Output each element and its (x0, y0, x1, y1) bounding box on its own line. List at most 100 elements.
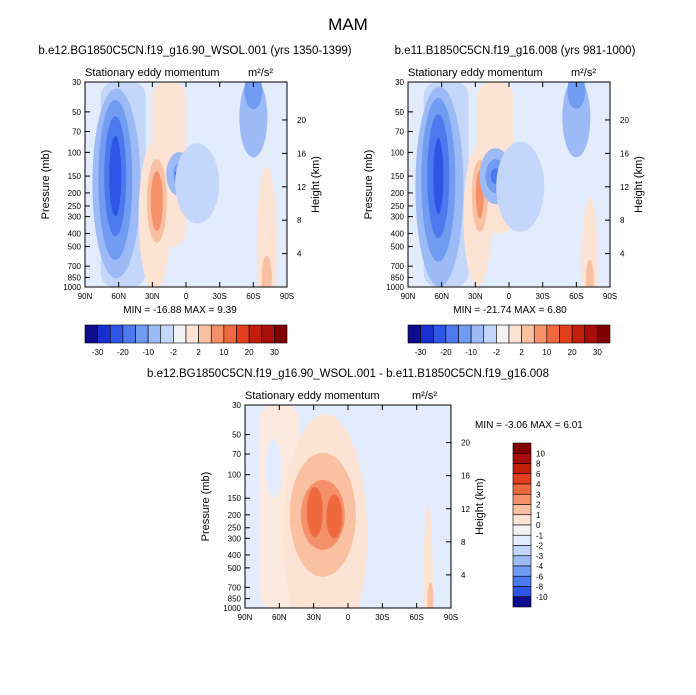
field-contour (427, 582, 434, 608)
x-tick-label: 60N (434, 292, 449, 301)
y-tick-label: 200 (68, 189, 82, 198)
colorbar-box (210, 324, 225, 344)
x-tick-label: 60N (111, 292, 126, 301)
contour-field (245, 405, 451, 608)
x-tick-label: 60S (410, 613, 424, 622)
colorbar-box (508, 324, 522, 344)
colorbar-box (512, 514, 532, 526)
colorbar-box (571, 324, 586, 344)
colorbar-box (533, 324, 548, 344)
colorbar-label: 30 (270, 348, 279, 357)
x-tick-label: 60S (569, 292, 583, 301)
field-contour (585, 259, 594, 287)
field-contour (244, 82, 263, 110)
panel-title: b.e12.BG1850C5CN.f19_g16.90_WSOL.001 - b… (147, 368, 549, 380)
colorbar-box (512, 596, 532, 608)
height-tick-label: 16 (461, 472, 470, 481)
x-tick-label: 30N (468, 292, 483, 301)
colorbar-label: -1 (536, 531, 544, 540)
colorbar-box (512, 504, 532, 516)
x-tick-label: 90S (444, 613, 458, 622)
colorbar-box (512, 473, 532, 485)
colorbar-box (458, 324, 472, 344)
colorbar-label: -10 (536, 593, 548, 602)
field-contour (306, 486, 323, 537)
y-tick-label: 50 (232, 431, 241, 440)
y-tick-label: 400 (228, 551, 242, 560)
y-axis-label-right: Height (km) (474, 478, 486, 535)
y-tick-label: 300 (391, 213, 405, 222)
y-axis-label-right: Height (km) (633, 156, 645, 213)
colorbar-box (198, 324, 212, 344)
colorbar-box (512, 565, 532, 577)
x-tick-label: 90S (603, 292, 617, 301)
y-tick-label: 250 (391, 202, 405, 211)
colorbar-label: -2 (536, 542, 544, 551)
colorbar-box (135, 324, 149, 344)
colorbar-box (470, 324, 485, 344)
field-contour (567, 82, 586, 110)
y-tick-label: 500 (228, 564, 242, 573)
colorbar-box (512, 545, 532, 557)
colorbar-box (432, 324, 447, 344)
y-axis-label-left: Pressure (mb) (200, 472, 212, 542)
panel-title: b.e11.B1850C5CN.f19_g16.008 (yrs 981-100… (395, 45, 636, 57)
units-label: m²/s² (412, 390, 437, 402)
y-tick-label: 30 (232, 401, 241, 410)
colorbar-box (512, 534, 532, 546)
colorbar-box (512, 463, 532, 475)
colorbar-box (261, 324, 275, 344)
field-contour (265, 438, 282, 499)
colorbar-box (496, 324, 510, 344)
colorbar-box (546, 324, 560, 344)
colorbar-label: 20 (568, 348, 577, 357)
colorbar-label: -3 (536, 552, 544, 561)
colorbar-label: -20 (440, 348, 452, 357)
y-tick-label: 250 (68, 202, 82, 211)
height-tick-label: 12 (297, 183, 306, 192)
colorbar-label: 8 (536, 460, 541, 469)
y-tick-label: 70 (232, 450, 241, 459)
panels-group: b.e12.BG1850C5CN.f19_g16.90_WSOL.001 (yr… (38, 45, 645, 622)
y-tick-label: 850 (391, 273, 405, 282)
colorbar-box (173, 324, 187, 344)
colorbar-label: 2 (519, 348, 524, 357)
colorbar-label: 10 (219, 348, 228, 357)
colorbar-box (512, 524, 532, 536)
x-tick-label: 30S (536, 292, 550, 301)
colorbar-box (407, 324, 421, 344)
chart-panel-1: b.e12.BG1850C5CN.f19_g16.90_WSOL.001 (yr… (38, 45, 351, 357)
colorbar-box (160, 324, 174, 344)
colorbar-box (223, 324, 237, 344)
colorbar-box (84, 324, 98, 344)
colorbar-label: 4 (536, 480, 541, 489)
colorbar-box (147, 324, 162, 344)
colorbar-label: -8 (536, 583, 544, 592)
y-tick-label: 200 (228, 511, 242, 520)
colorbar-box (483, 324, 497, 344)
x-tick-label: 90N (78, 292, 93, 301)
y-tick-label: 70 (395, 128, 404, 137)
y-tick-label: 300 (68, 213, 82, 222)
x-tick-label: 60N (272, 613, 287, 622)
y-tick-label: 1000 (63, 283, 81, 292)
colorbar-label: 10 (542, 348, 551, 357)
colorbar-label: -10 (465, 348, 477, 357)
field-contour (175, 143, 220, 224)
height-tick-label: 20 (461, 439, 470, 448)
y-tick-label: 500 (391, 242, 405, 251)
y-tick-label: 150 (68, 172, 82, 181)
chart-panel-2: b.e11.B1850C5CN.f19_g16.008 (yrs 981-100… (363, 45, 645, 357)
y-tick-label: 30 (72, 78, 81, 87)
y-tick-label: 50 (72, 108, 81, 117)
panel-subtitle: Stationary eddy momentum (245, 390, 380, 402)
x-tick-label: 30S (375, 613, 389, 622)
figure-title: MAM (328, 15, 368, 34)
panel-subtitle: Stationary eddy momentum (85, 67, 220, 79)
y-tick-label: 300 (228, 534, 242, 543)
colorbar-box (274, 324, 288, 344)
colorbar-label: 2 (536, 501, 541, 510)
contour-field (408, 82, 610, 287)
chart-panel-3: b.e12.BG1850C5CN.f19_g16.90_WSOL.001 - b… (147, 368, 583, 622)
colorbar-label: -10 (142, 348, 154, 357)
